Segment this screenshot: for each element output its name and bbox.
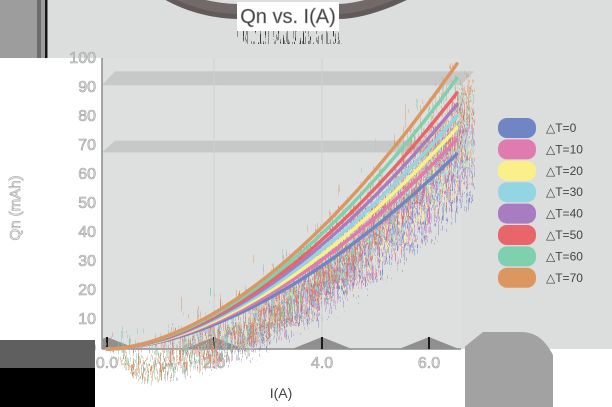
svg-text:△T=70: △T=70 — [546, 271, 583, 285]
svg-text:60: 60 — [78, 166, 96, 183]
svg-text:△T=40: △T=40 — [546, 207, 583, 221]
svg-text:90: 90 — [78, 79, 96, 96]
svg-text:4.0: 4.0 — [311, 355, 333, 372]
svg-text:△T=0: △T=0 — [546, 121, 577, 135]
svg-text:2.0: 2.0 — [203, 355, 225, 372]
svg-text:6.0: 6.0 — [418, 355, 440, 372]
svg-text:Qn (mAh): Qn (mAh) — [7, 175, 24, 240]
svg-text:40: 40 — [78, 224, 96, 241]
svg-text:0.0: 0.0 — [96, 355, 118, 372]
svg-text:△T=30: △T=30 — [546, 185, 583, 199]
svg-text:20: 20 — [78, 282, 96, 299]
svg-text:10: 10 — [78, 311, 96, 328]
svg-text:70: 70 — [78, 137, 96, 154]
svg-text:△T=60: △T=60 — [546, 249, 583, 263]
svg-text:50: 50 — [78, 195, 96, 212]
svg-text:100: 100 — [69, 50, 96, 67]
svg-text:30: 30 — [78, 253, 96, 270]
svg-text:△T=20: △T=20 — [546, 164, 583, 178]
svg-text:I(A): I(A) — [270, 385, 293, 401]
svg-text:△T=50: △T=50 — [546, 228, 583, 242]
svg-text:Qn vs. I(A): Qn vs. I(A) — [240, 6, 336, 28]
svg-text:80: 80 — [78, 108, 96, 125]
svg-text:△T=10: △T=10 — [546, 142, 583, 156]
